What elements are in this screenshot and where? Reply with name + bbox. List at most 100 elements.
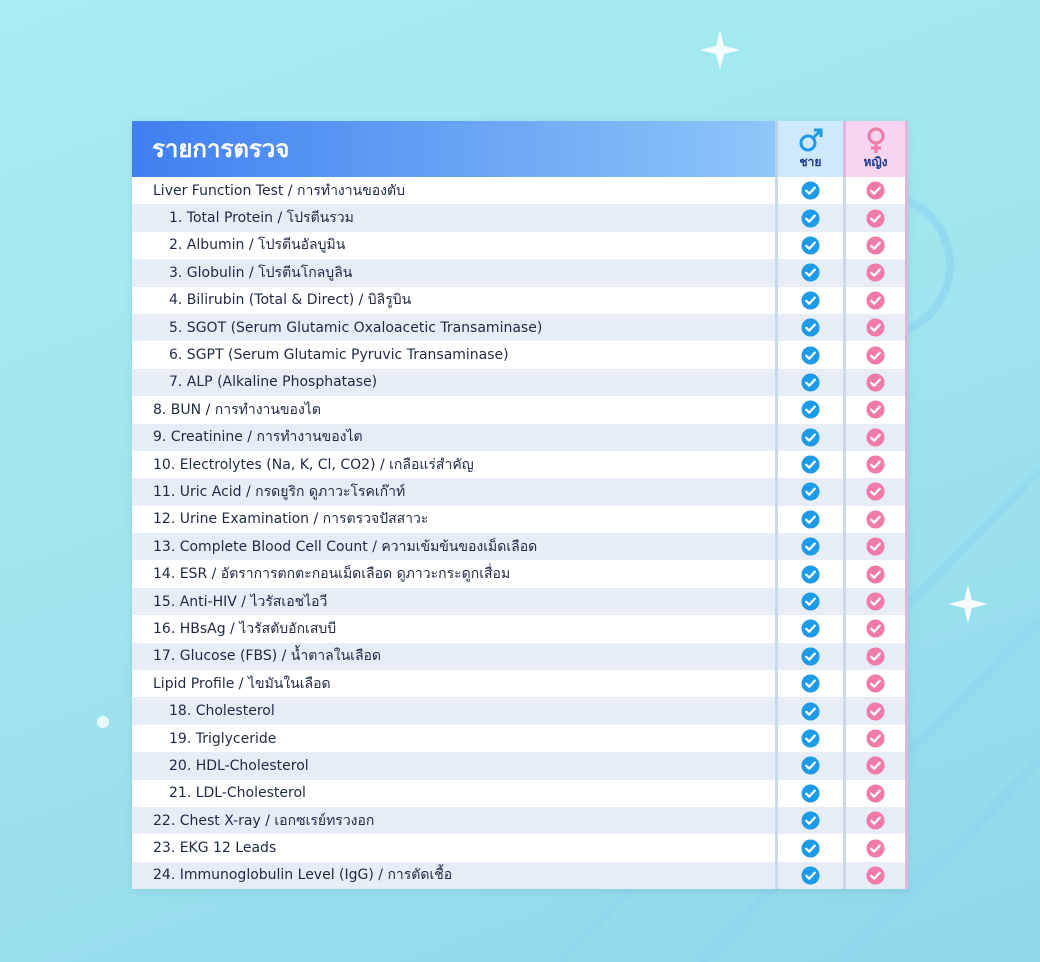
female-cell	[843, 204, 908, 232]
check-icon	[866, 729, 885, 748]
row-label: 22. Chest X-ray / เอกซเรย์ทรวงอก	[153, 812, 375, 829]
male-cell	[775, 560, 843, 588]
male-cell	[775, 587, 843, 616]
check-icon	[801, 565, 820, 584]
check-icon	[801, 482, 820, 502]
male-cell	[775, 396, 843, 424]
check-icon	[866, 537, 885, 556]
row-label: Liver Function Test / การทำงานของตับ	[153, 182, 405, 199]
female-cell	[843, 560, 908, 588]
check-icon	[801, 866, 820, 885]
row-label: Lipid Profile / ไขมันในเลือด	[153, 675, 331, 692]
table-row: 3. Globulin / โปรตีนโกลบูลิน	[132, 259, 908, 287]
female-cell	[843, 313, 908, 342]
female-cell	[843, 478, 908, 506]
table-row: 6. SGPT (Serum Glutamic Pyruvic Transami…	[132, 341, 908, 369]
table-row: 4. Bilirubin (Total & Direct) / บิลิรูบิ…	[132, 286, 908, 314]
male-cell	[775, 423, 843, 451]
table-row: 10. Electrolytes (Na, K, Cl, CO2) / เกลื…	[132, 450, 908, 479]
male-cell	[775, 806, 843, 835]
row-label: 7. ALP (Alkaline Phosphatase)	[169, 374, 378, 391]
check-icon	[801, 263, 820, 282]
table-row: 20. HDL-Cholesterol	[132, 752, 908, 780]
male-cell	[775, 670, 843, 698]
table-row: 12. Urine Examination / การตรวจปัสสาวะ	[132, 505, 908, 534]
check-icon	[801, 729, 820, 748]
check-icon	[866, 181, 885, 200]
female-cell	[843, 368, 908, 397]
row-label: 11. Uric Acid / กรดยูริก ดูภาวะโรคเก๊าท์	[153, 483, 406, 500]
female-cell	[843, 834, 908, 862]
check-icon	[801, 756, 820, 775]
check-icon	[866, 674, 885, 693]
male-cell	[775, 834, 843, 862]
table-row: 7. ALP (Alkaline Phosphatase)	[132, 368, 908, 397]
row-label: 6. SGPT (Serum Glutamic Pyruvic Transami…	[169, 347, 509, 364]
check-icon	[801, 784, 820, 803]
check-icon	[866, 400, 885, 419]
male-cell	[775, 259, 843, 287]
check-icon	[866, 318, 885, 337]
row-label: 16. HBsAg / ไวรัสตับอักเสบบี	[153, 620, 337, 637]
row-label: 8. BUN / การทำงานของไต	[153, 401, 321, 418]
female-cell	[843, 752, 908, 780]
female-cell	[843, 177, 908, 205]
check-icon	[801, 209, 820, 228]
female-cell	[843, 587, 908, 616]
male-cell	[775, 861, 843, 890]
male-cell	[775, 724, 843, 753]
male-cell	[775, 231, 843, 260]
female-cell	[843, 231, 908, 260]
row-label: 10. Electrolytes (Na, K, Cl, CO2) / เกลื…	[153, 456, 474, 473]
check-icon	[866, 565, 885, 584]
check-icon	[866, 291, 885, 310]
male-cell	[775, 177, 843, 205]
check-icon	[866, 647, 885, 666]
table-row: 16. HBsAg / ไวรัสตับอักเสบบี	[132, 615, 908, 643]
check-icon	[801, 510, 820, 529]
female-column-header: หญิง	[843, 121, 908, 177]
table-row: 19. Triglyceride	[132, 724, 908, 753]
check-icon	[801, 647, 820, 666]
male-cell	[775, 752, 843, 780]
male-icon	[799, 128, 822, 151]
check-icon	[801, 455, 820, 474]
header-title: รายการตรวจ	[132, 121, 775, 177]
row-label: 17. Glucose (FBS) / น้ำตาลในเลือด	[153, 648, 382, 665]
check-icon	[801, 428, 820, 447]
check-icon	[866, 756, 885, 775]
check-icon	[866, 784, 885, 803]
female-cell	[843, 670, 908, 698]
table-row: 5. SGOT (Serum Glutamic Oxaloacetic Tran…	[132, 313, 908, 342]
row-label: 19. Triglyceride	[169, 730, 277, 747]
row-label: 20. HDL-Cholesterol	[169, 757, 309, 774]
male-label: ชาย	[799, 154, 822, 169]
table-body: Liver Function Test / การทำงานของตับ 1. T…	[132, 177, 908, 890]
table-row: 15. Anti-HIV / ไวรัสเอชไอวี	[132, 587, 908, 616]
male-cell	[775, 533, 843, 561]
row-label: 23. EKG 12 Leads	[153, 840, 277, 857]
check-icon	[801, 674, 820, 693]
row-label: 2. Albumin / โปรตีนอัลบูมิน	[169, 237, 346, 254]
check-icon	[866, 592, 885, 611]
check-icon	[866, 373, 885, 392]
check-icon	[866, 811, 885, 830]
male-cell	[775, 697, 843, 725]
check-icon	[866, 839, 885, 858]
table-row: 8. BUN / การทำงานของไต	[132, 396, 908, 424]
male-cell	[775, 505, 843, 534]
female-cell	[843, 505, 908, 534]
female-cell	[843, 697, 908, 725]
row-label: 24. Immunoglobulin Level (IgG) / การตัดเ…	[153, 867, 453, 884]
row-label: 12. Urine Examination / การตรวจปัสสาวะ	[153, 511, 429, 528]
male-cell	[775, 286, 843, 314]
check-icon	[866, 866, 885, 885]
female-icon	[867, 127, 884, 153]
check-icon	[866, 455, 885, 474]
check-icon	[801, 619, 820, 638]
check-icon	[801, 400, 820, 419]
table-row: 24. Immunoglobulin Level (IgG) / การตัดเ…	[132, 861, 908, 890]
table-row: Lipid Profile / ไขมันในเลือด	[132, 670, 908, 698]
check-icon	[866, 428, 885, 447]
